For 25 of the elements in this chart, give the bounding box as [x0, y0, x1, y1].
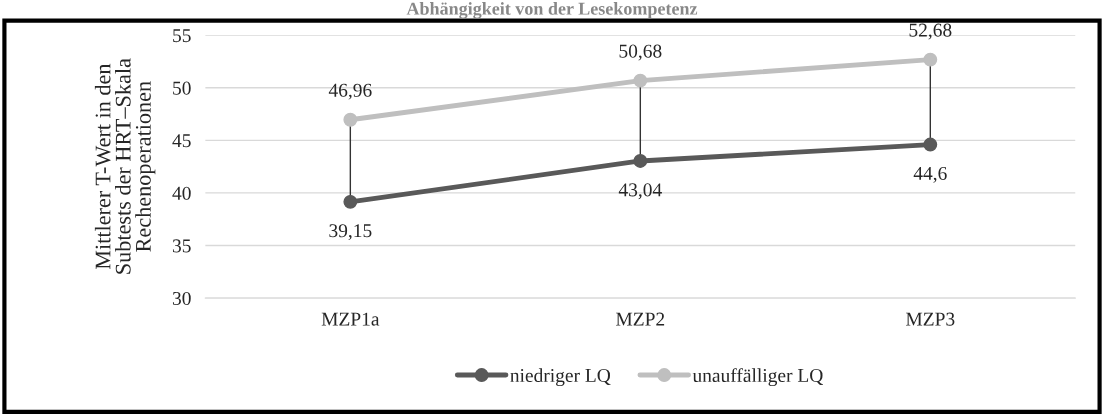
y-tick-label: 45 — [172, 134, 191, 148]
point — [343, 112, 358, 127]
x-tick-label: MZP2 — [616, 312, 665, 326]
point — [633, 154, 648, 168]
data-label: 46,96 — [328, 83, 372, 100]
data-label: 44,6 — [913, 166, 947, 183]
y-tick-label: 30 — [172, 291, 191, 306]
point — [633, 73, 648, 88]
legend-label: niedriger LQ — [510, 368, 611, 387]
data-label: 43,04 — [618, 183, 662, 200]
point — [923, 52, 938, 67]
x-tick-label: MZP1a — [321, 312, 380, 326]
y-axis-title: Mittlerer T-Wert in den Subtests der HRT–Skala Rechenoperationen — [94, 58, 156, 274]
data-label: 39,15 — [329, 224, 372, 241]
legend-label: unauffälliger LQ — [692, 368, 823, 387]
point — [923, 137, 938, 152]
data-label: 52,68 — [909, 23, 952, 40]
y-tick-label: 40 — [172, 186, 191, 200]
chart-title: Abhängigkeit von der Lesekompetenz — [406, 2, 698, 19]
point — [343, 194, 358, 209]
x-tick-label: MZP3 — [906, 312, 955, 326]
y-tick-label: 35 — [172, 239, 191, 253]
y-tick-label: 55 — [173, 29, 191, 43]
data-label: 50,68 — [619, 44, 662, 61]
y-tick-label: 50 — [173, 81, 191, 95]
